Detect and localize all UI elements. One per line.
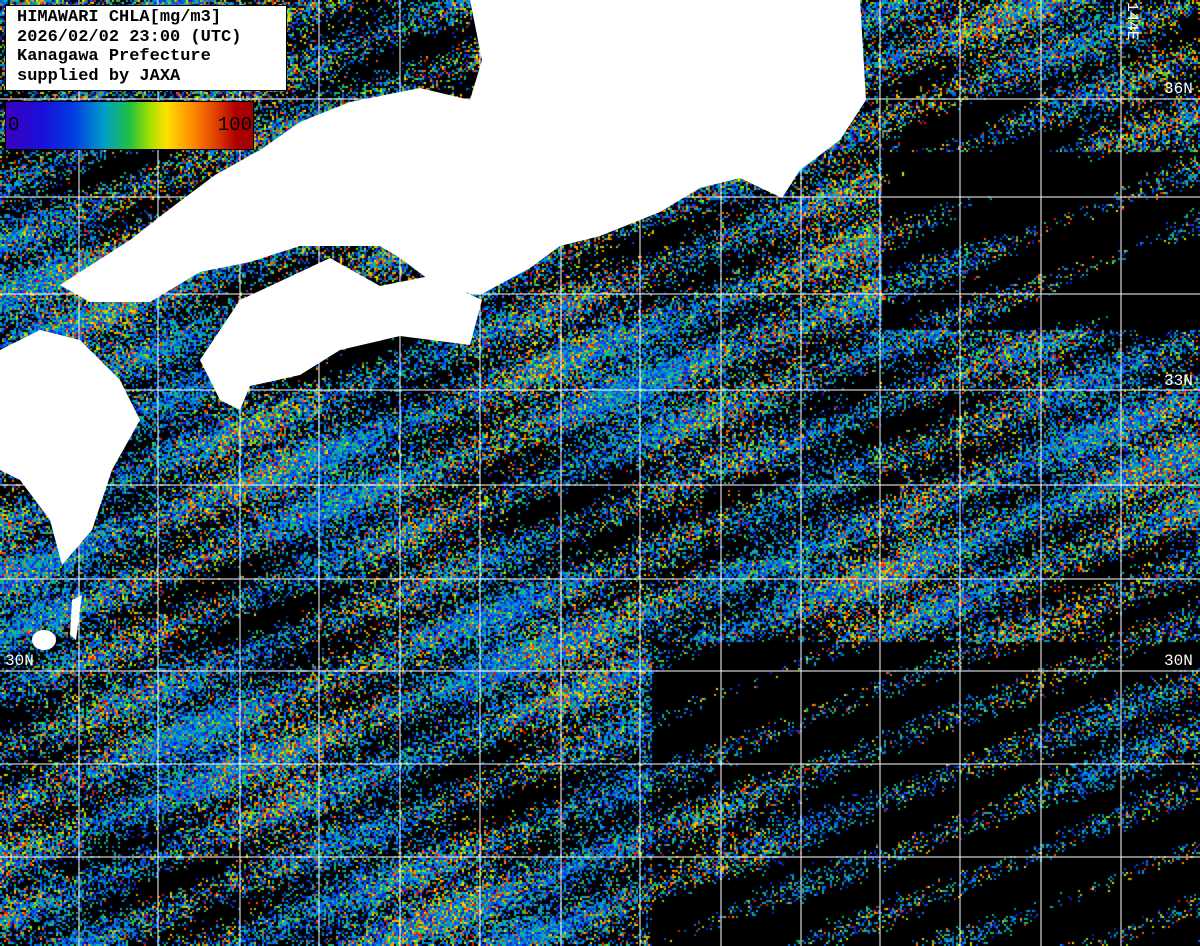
title-line-datetime: 2026/02/02 23:00 (UTC) — [17, 27, 242, 47]
lat-label-30n-left: 30N — [5, 652, 34, 670]
colorbar-max-label: 100 — [217, 114, 252, 136]
land-shikoku — [200, 258, 482, 410]
land-masses — [0, 0, 866, 650]
land-awaji — [470, 150, 498, 195]
lat-label-33n: 33N — [1164, 372, 1193, 390]
lon-label-144e: 144E — [1123, 2, 1141, 41]
colorbar-min-label: 0 — [8, 114, 20, 136]
land-tanegashima — [32, 630, 56, 650]
lat-label-36n: 36N — [1164, 80, 1193, 98]
title-box: HIMAWARI CHLA[mg/m3] 2026/02/02 23:00 (U… — [5, 5, 287, 91]
lon-label-136e: 136E — [482, 2, 500, 41]
lat-label-30n-right: 30N — [1164, 652, 1193, 670]
title-line-supplier: supplied by JAXA — [17, 66, 181, 86]
title-line-provider: Kanagawa Prefecture — [17, 47, 211, 66]
land-honshu — [60, 0, 866, 302]
title-line-product: HIMAWARI CHLA[mg/m3] — [17, 8, 222, 27]
colorbar-legend: 0 100 — [5, 101, 254, 150]
land-kyushu — [0, 330, 140, 565]
land-yakushima — [70, 595, 82, 640]
